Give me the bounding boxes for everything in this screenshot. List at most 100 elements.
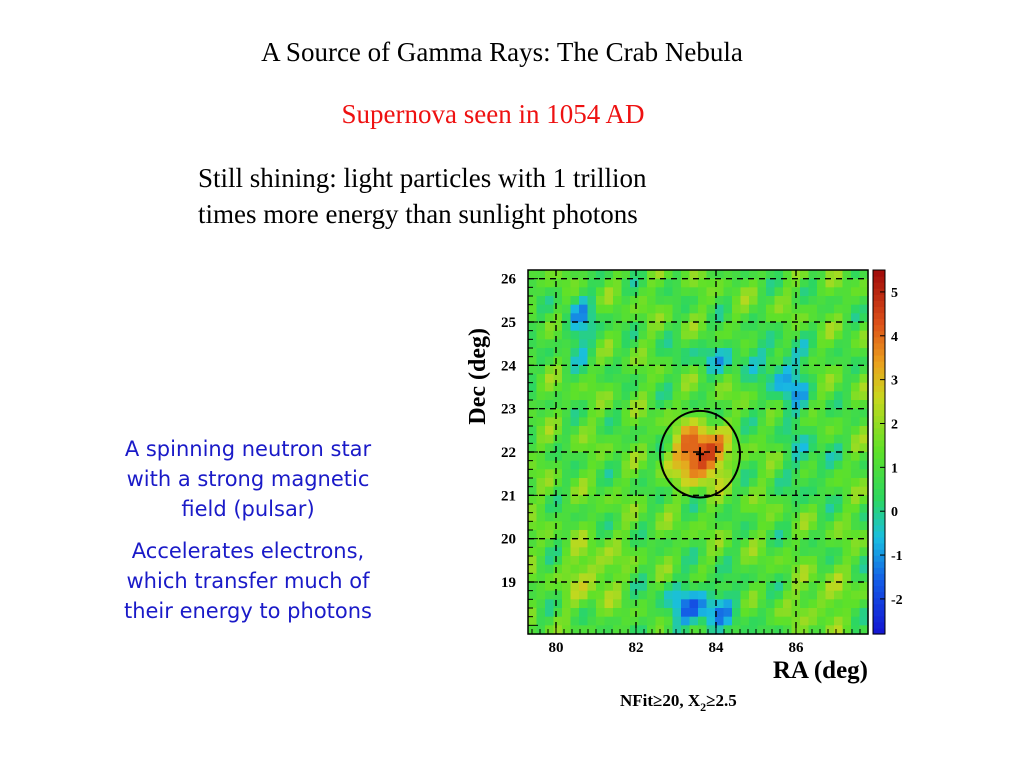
heatmap-cell: [732, 590, 742, 600]
heatmap-cell: [817, 400, 827, 410]
heatmap-cell: [689, 512, 699, 522]
heatmap-cell: [800, 564, 810, 574]
heatmap-cell: [579, 582, 589, 592]
heatmap-cell: [596, 391, 606, 401]
heatmap-cell: [630, 304, 640, 314]
heatmap-cell: [723, 287, 733, 297]
heatmap-cell: [613, 270, 623, 280]
heatmap-cell: [536, 486, 546, 496]
heatmap-cell: [859, 486, 869, 496]
colorbar-cell: [873, 597, 885, 605]
heatmap-cell: [774, 556, 784, 566]
heatmap-cell: [638, 322, 648, 332]
heatmap-cell: [834, 599, 844, 609]
heatmap-cell: [596, 348, 606, 358]
colorbar-tick-label: -2: [891, 593, 903, 608]
heatmap-cell: [570, 382, 580, 392]
heatmap-cell: [851, 287, 861, 297]
heatmap-cell: [621, 495, 631, 505]
heatmap-cell: [834, 382, 844, 392]
heatmap-cell: [825, 434, 835, 444]
heatmap-cell: [749, 278, 759, 288]
heatmap-cell: [851, 426, 861, 436]
heatmap-cell: [783, 616, 793, 626]
heatmap-cell: [681, 270, 691, 280]
heatmap-cell: [604, 564, 614, 574]
heatmap-cell: [706, 564, 716, 574]
heatmap-cell: [706, 547, 716, 557]
heatmap-cell: [859, 322, 869, 332]
heatmap-cell: [723, 434, 733, 444]
heatmap-cell: [715, 270, 725, 280]
heatmap-cell: [579, 304, 589, 314]
heatmap-cell: [689, 434, 699, 444]
heatmap-cell: [808, 608, 818, 618]
colorbar-cell: [873, 270, 885, 277]
heatmap-cell: [647, 287, 657, 297]
heatmap-cell: [698, 504, 708, 514]
heatmap-cell: [570, 287, 580, 297]
colorbar-cell: [873, 300, 885, 307]
x-tick-label: 80: [549, 640, 564, 656]
heatmap-cell: [562, 296, 572, 306]
heatmap-cell: [664, 426, 674, 436]
heatmap-cell: [689, 278, 699, 288]
heatmap-cell: [579, 278, 589, 288]
heatmap-cell: [528, 599, 538, 609]
heatmap-cell: [596, 374, 606, 384]
heatmap-cell: [749, 460, 759, 470]
heatmap-cell: [834, 417, 844, 427]
heatmap-cell: [647, 408, 657, 418]
heatmap-cell: [740, 356, 750, 366]
heatmap-cell: [783, 452, 793, 462]
heatmap-cell: [562, 278, 572, 288]
heatmap-cell: [528, 521, 538, 531]
heatmap-cell: [647, 478, 657, 488]
heatmap-cell: [647, 400, 657, 410]
heatmap-cell: [817, 590, 827, 600]
heatmap-cell: [664, 616, 674, 626]
heatmap-cell: [655, 547, 665, 557]
heatmap-cell: [655, 304, 665, 314]
heatmap-cell: [706, 556, 716, 566]
heatmap-cell: [740, 538, 750, 548]
heatmap-cell: [672, 322, 682, 332]
heatmap-cell: [570, 590, 580, 600]
heatmap-cell: [596, 313, 606, 323]
heatmap-cell: [740, 495, 750, 505]
heatmap-cell: [800, 356, 810, 366]
heatmap-cell: [698, 478, 708, 488]
heatmap-cell: [834, 374, 844, 384]
heatmap-cell: [825, 538, 835, 548]
heatmap-cell: [800, 556, 810, 566]
heatmap-cell: [681, 616, 691, 626]
heatmap-cell: [842, 547, 852, 557]
heatmap-cell: [638, 270, 648, 280]
note-line: A spinning neutron star: [124, 437, 372, 461]
heatmap-cell: [851, 573, 861, 583]
heatmap-cell: [808, 495, 818, 505]
heatmap-cell: [655, 278, 665, 288]
heatmap-cell: [579, 573, 589, 583]
colorbar-cell: [873, 324, 885, 332]
heatmap-cell: [706, 512, 716, 522]
y-tick-label: 26: [501, 272, 517, 288]
heatmap-cell: [647, 486, 657, 496]
heatmap-cell: [647, 443, 657, 453]
heatmap-cell: [545, 590, 555, 600]
heatmap-cell: [689, 625, 699, 635]
heatmap-cell: [638, 278, 648, 288]
heatmap-cell: [536, 348, 546, 358]
heatmap-cell: [528, 512, 538, 522]
heatmap-cell: [570, 330, 580, 340]
heatmap-cell: [545, 573, 555, 583]
heatmap-cell: [825, 339, 835, 349]
heatmap-cell: [757, 573, 767, 583]
heatmap-cell: [604, 374, 614, 384]
heatmap-cell: [851, 530, 861, 540]
heatmap-cell: [681, 426, 691, 436]
heatmap-cell: [774, 278, 784, 288]
heatmap-cell: [630, 547, 640, 557]
heatmap-cell: [808, 573, 818, 583]
heatmap-cell: [817, 434, 827, 444]
